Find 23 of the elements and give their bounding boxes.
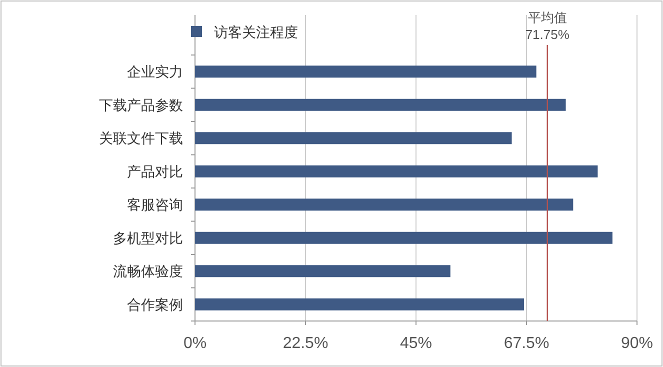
bar (195, 165, 598, 178)
ref-line-label: 平均值 71.75% (525, 10, 570, 42)
y-tick-label: 合作案例 (127, 296, 183, 312)
y-tick-label: 下载产品参数 (99, 96, 183, 113)
x-tick-label: 0% (183, 335, 207, 352)
bar (195, 232, 612, 244)
bar (195, 132, 512, 144)
bar (195, 265, 450, 278)
y-tick-label: 客服咨询 (127, 196, 183, 213)
y-tick-label: 多机型对比 (113, 230, 183, 246)
x-tick-label: 45% (400, 335, 432, 352)
bar (195, 98, 566, 111)
legend-label: 访客关注程度 (214, 24, 298, 40)
bar (195, 298, 524, 310)
x-tick-label: 67.5% (504, 335, 550, 352)
y-tick-label: 关联文件下载 (99, 130, 183, 146)
y-tick-label: 产品对比 (127, 163, 183, 180)
bar (195, 198, 574, 211)
x-tick-label: 22.5% (282, 335, 328, 352)
bar (195, 66, 536, 78)
y-tick-label: 流畅体验度 (113, 263, 183, 280)
x-tick-label: 90% (620, 335, 654, 352)
y-tick-label: 企业实力 (127, 64, 183, 80)
